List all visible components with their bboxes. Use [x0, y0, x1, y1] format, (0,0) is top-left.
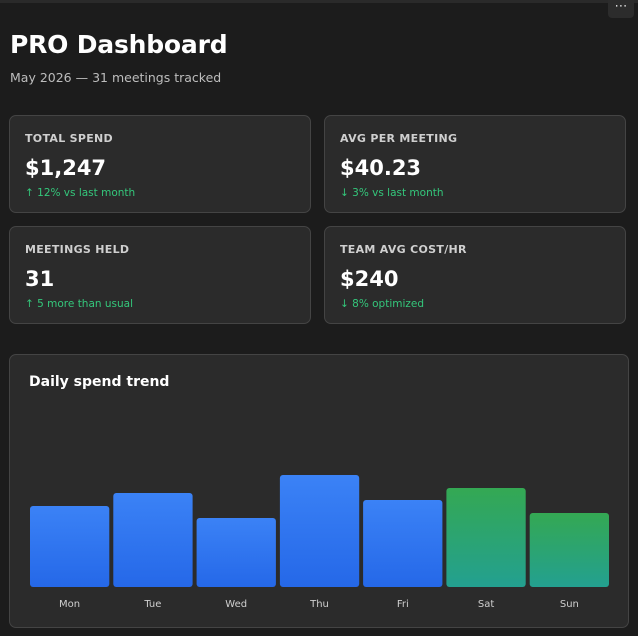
top-strip: [0, 0, 638, 3]
stat-delta: ↓ 3% vs last month: [340, 187, 444, 199]
stat-value: $1,247: [25, 156, 107, 180]
stat-label: AVG PER MEETING: [340, 132, 458, 145]
bar-wed[interactable]: [196, 518, 276, 587]
bar-tue[interactable]: [113, 493, 193, 587]
bar-sun[interactable]: [529, 513, 609, 587]
x-tick-label: Tue: [143, 599, 161, 610]
stat-value: $40.23: [340, 156, 422, 180]
chart-title: Daily spend trend: [29, 374, 170, 390]
bar-mon[interactable]: [30, 506, 110, 587]
stat-label: TEAM AVG COST/HR: [340, 243, 467, 256]
stat-card-total-spend: TOTAL SPEND $1,247 ↑ 12% vs last month: [9, 115, 311, 213]
stat-value: $240: [340, 267, 399, 291]
bar-fri[interactable]: [363, 500, 443, 587]
stat-delta: ↑ 5 more than usual: [25, 298, 134, 310]
daily-spend-bar-chart: Mon Tue Wed Thu Fri Sat Sun: [30, 475, 609, 610]
bar-sat[interactable]: [446, 488, 526, 587]
daily-spend-chart-card: Daily spend trend Mon Tue Wed Thu Fri Sat Sun: [9, 354, 629, 628]
x-tick-label: Mon: [59, 599, 80, 610]
x-tick-label: Wed: [225, 599, 247, 610]
bar-thu[interactable]: [279, 475, 360, 587]
stat-delta: ↑ 12% vs last month: [25, 187, 136, 199]
page-title: PRO Dashboard: [10, 30, 228, 59]
stat-label: MEETINGS HELD: [25, 243, 130, 256]
stat-card-avg-per-meeting: AVG PER MEETING $40.23 ↓ 3% vs last mont…: [324, 115, 626, 213]
stat-card-team-avg-cost: TEAM AVG COST/HR $240 ↓ 8% optimized: [324, 226, 626, 324]
x-tick-label: Sat: [478, 599, 494, 610]
x-tick-label: Thu: [309, 599, 329, 610]
page-subtitle: May 2026 — 31 meetings tracked: [10, 70, 222, 85]
stat-delta: ↓ 8% optimized: [340, 298, 425, 310]
stat-card-meetings-held: MEETINGS HELD 31 ↑ 5 more than usual: [9, 226, 311, 324]
stat-value: 31: [25, 267, 55, 291]
stat-label: TOTAL SPEND: [25, 132, 113, 145]
x-tick-label: Sun: [560, 599, 579, 610]
more-options-icon[interactable]: ⋯: [608, 0, 634, 18]
x-tick-label: Fri: [397, 599, 409, 610]
